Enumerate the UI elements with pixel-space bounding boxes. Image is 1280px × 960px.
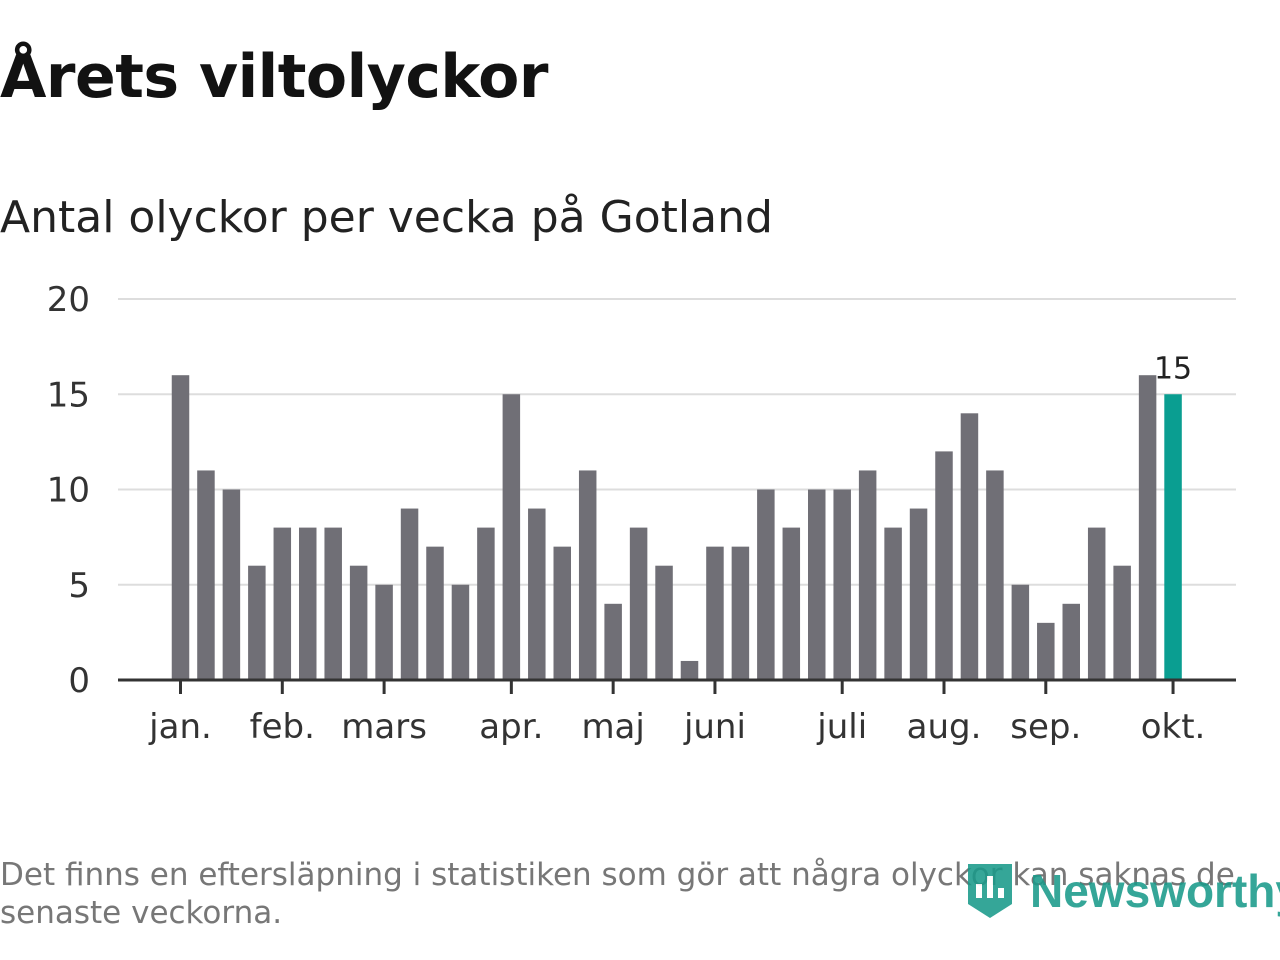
bar — [757, 489, 775, 680]
bar — [299, 527, 317, 680]
x-tick-label: sep. — [1010, 707, 1081, 747]
x-tick-label: juli — [816, 707, 867, 747]
x-tick-label: juni — [683, 707, 746, 747]
bar — [528, 508, 546, 680]
logo-text: Newsworthy — [1030, 865, 1280, 917]
bar — [197, 470, 215, 680]
newsworthy-logo: Newsworthy — [964, 860, 1280, 922]
bar — [604, 603, 622, 680]
x-tick-label: aug. — [907, 707, 982, 747]
bar — [935, 451, 953, 680]
bar — [858, 470, 877, 680]
bar — [273, 527, 292, 680]
chart-title: Årets viltolyckor — [0, 42, 549, 112]
data-labels: 15 — [1154, 351, 1192, 386]
bar — [426, 546, 444, 680]
x-tick-label: jan. — [148, 707, 212, 747]
bar — [349, 565, 368, 680]
bar — [578, 470, 597, 680]
bars — [171, 375, 1182, 680]
y-tick-label: 5 — [68, 566, 90, 606]
bar — [1062, 603, 1080, 680]
bar — [248, 565, 266, 680]
y-tick-label: 10 — [47, 471, 90, 511]
x-tick-label: okt. — [1141, 707, 1206, 747]
bar-highlight — [1164, 394, 1182, 680]
bar — [960, 413, 979, 680]
bar — [808, 489, 826, 680]
bar — [655, 565, 673, 680]
data-label-highlight: 15 — [1154, 351, 1192, 386]
bar — [986, 470, 1004, 680]
y-tick-label: 15 — [47, 375, 90, 415]
bar — [1011, 584, 1030, 680]
x-tick-label: apr. — [479, 707, 543, 747]
bar — [222, 489, 241, 680]
newsworthy-logo-icon — [968, 864, 1012, 918]
y-tick-label: 0 — [68, 661, 90, 701]
bar — [324, 527, 342, 680]
bar — [833, 489, 851, 680]
x-tick-label: feb. — [250, 707, 315, 747]
bar — [909, 508, 928, 680]
bar — [502, 394, 521, 680]
bar — [1087, 527, 1106, 680]
bar-chart: 0 5 10 15 20 jan. feb. mars apr. maj juni juli aug.… — [47, 280, 1236, 747]
gridlines — [118, 298, 1236, 586]
bar — [400, 508, 419, 680]
y-tick-label: 20 — [47, 280, 90, 320]
y-axis-ticks: 0 5 10 15 20 — [47, 280, 90, 701]
bar — [1138, 375, 1157, 680]
bar — [451, 584, 470, 680]
bar — [731, 546, 750, 680]
bar — [1037, 622, 1055, 680]
x-tick-label: mars — [341, 707, 427, 747]
bar — [680, 660, 699, 680]
bar — [782, 527, 801, 680]
footnote: Det finns en eftersläpning i statistiken… — [0, 857, 1235, 931]
bar — [171, 375, 190, 680]
x-tick-label: maj — [581, 707, 644, 747]
bar — [706, 546, 724, 680]
bar — [553, 546, 571, 680]
x-axis-ticks: jan. feb. mars apr. maj juni juli aug. sep. okt. — [148, 680, 1205, 747]
bar — [477, 527, 495, 680]
chart-subtitle: Antal olyckor per vecka på Gotland — [0, 192, 773, 243]
bar — [1113, 565, 1131, 680]
bar — [629, 527, 648, 680]
bar — [884, 527, 902, 680]
bar — [375, 584, 393, 680]
